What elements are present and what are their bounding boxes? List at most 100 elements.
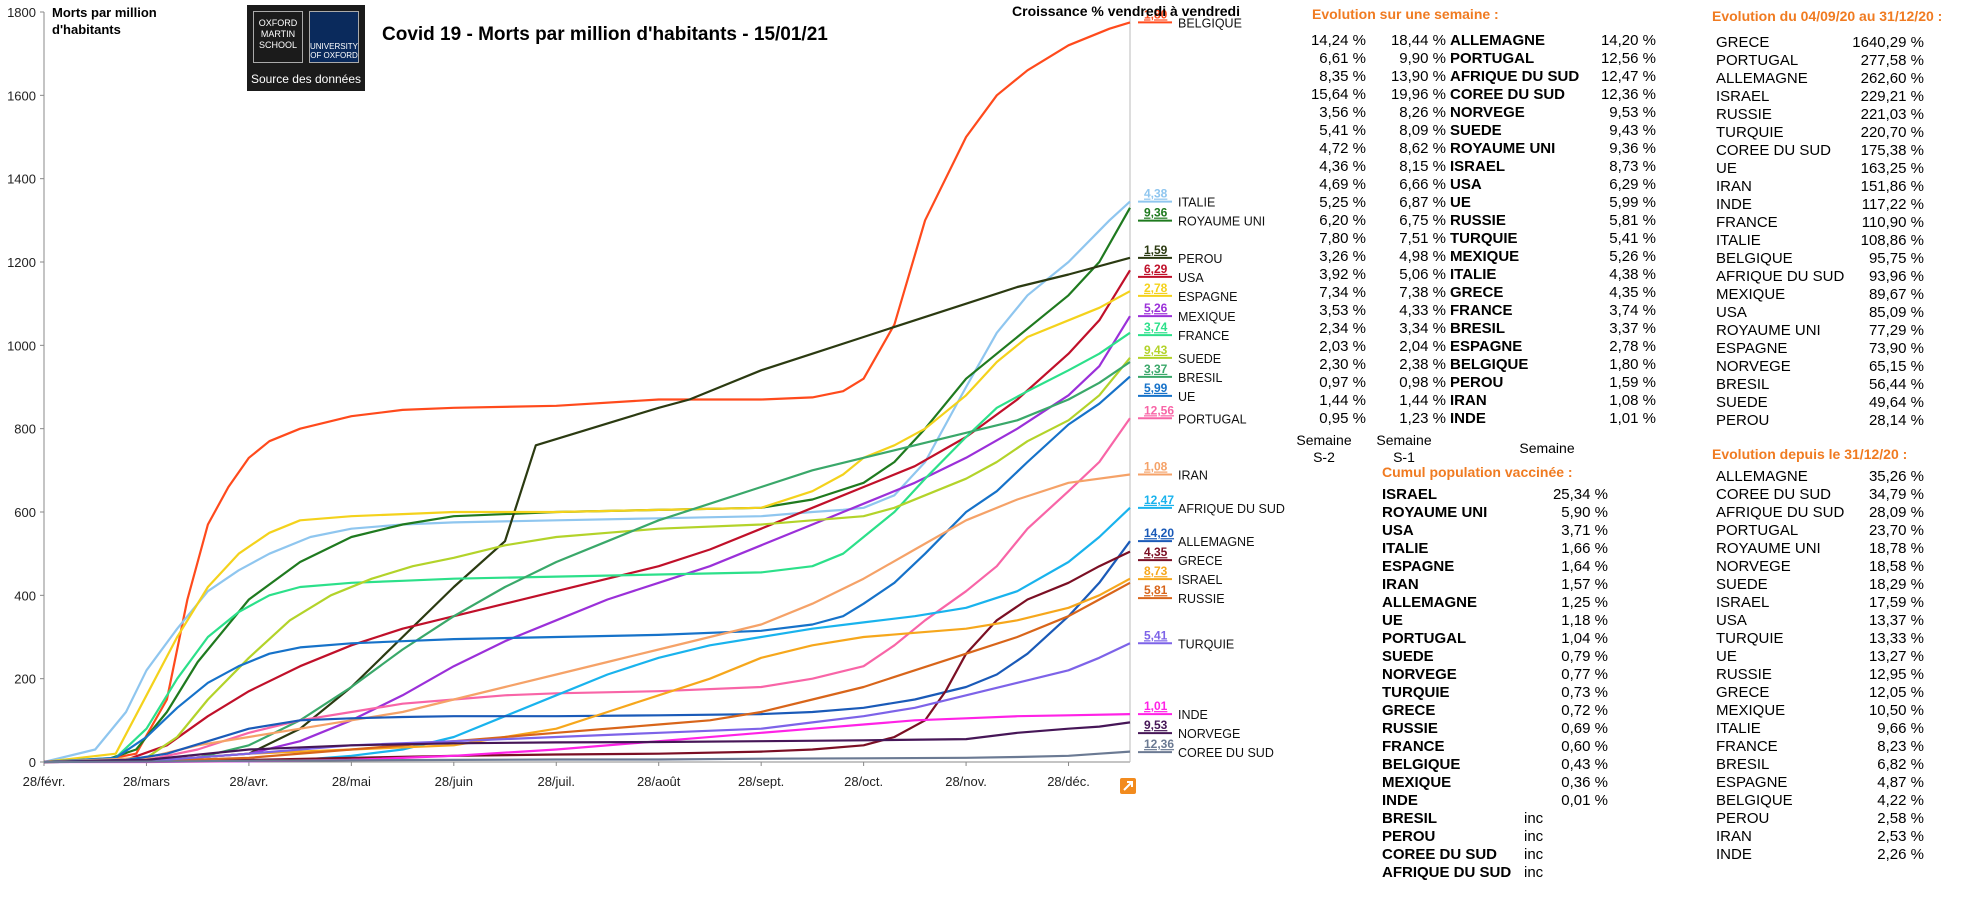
week-s2-value: 2,30 %: [1319, 356, 1366, 373]
week-country: ESPAGNE: [1450, 338, 1523, 355]
evo-period-country: RUSSIE: [1716, 106, 1772, 123]
evo-period-country: USA: [1716, 304, 1747, 321]
evo-period-country: ESPAGNE: [1716, 340, 1788, 357]
vaccine-country: ALLEMAGNE: [1382, 594, 1477, 611]
series-name: TURQUIE: [1178, 637, 1234, 651]
series-end-label-russie: 5,81 RUSSIE: [1138, 583, 1225, 606]
table-row: USA 13,37 %: [1716, 612, 1930, 630]
week-country: ITALIE: [1450, 266, 1497, 283]
table-row: ISRAEL 17,59 %: [1716, 594, 1930, 612]
evo-since-value: 2,58 %: [1877, 810, 1924, 827]
series-name: ROYAUME UNI: [1178, 215, 1265, 229]
vaccine-country: IRAN: [1382, 576, 1419, 593]
table-row: 4,69 % 6,66 % USA 6,29 %: [1300, 176, 1660, 194]
evo-since-country: SUEDE: [1716, 576, 1768, 593]
series-end-label-bresil: 3,37 BRESIL: [1138, 362, 1223, 385]
table-row: TURQUIE 0,73 %: [1382, 684, 1612, 702]
series-end-label-inde: 1,01 INDE: [1138, 699, 1208, 722]
evo-since-country: ITALIE: [1716, 720, 1761, 737]
series-growth-value: 12,36: [1144, 737, 1174, 751]
evo-since-value: 4,22 %: [1877, 792, 1924, 809]
table-row: 0,95 % 1,23 % INDE 1,01 %: [1300, 410, 1660, 428]
week-s2-value: 2,03 %: [1319, 338, 1366, 355]
y-tick-label: 1800: [7, 5, 36, 20]
table-row: PEROU inc: [1382, 828, 1612, 846]
week-s1-value: 2,04 %: [1399, 338, 1446, 355]
evo-since-value: 13,33 %: [1868, 630, 1924, 647]
table-row: UE 1,18 %: [1382, 612, 1612, 630]
export-icon[interactable]: [1120, 778, 1136, 794]
vaccine-country: AFRIQUE DU SUD: [1382, 864, 1512, 881]
series-line-france: [43, 331, 1131, 764]
week-s2-value: 4,69 %: [1319, 176, 1366, 193]
chart-title: Covid 19 - Morts par million d'habitants…: [382, 24, 828, 45]
week-s0-value: 5,41 %: [1609, 230, 1656, 247]
table-row: AFRIQUE DU SUD 93,96 %: [1716, 268, 1930, 286]
vaccine-table: ISRAEL 25,34 % ROYAUME UNI 5,90 % USA 3,71 % I…: [1382, 486, 1612, 882]
table-row: BRESIL 56,44 %: [1716, 376, 1930, 394]
evo-since-value: 35,26 %: [1868, 468, 1924, 485]
table-row: COREE DU SUD 34,79 %: [1716, 486, 1930, 504]
week-s1-value: 13,90 %: [1390, 68, 1446, 85]
week-s0-header: Semaine: [1519, 440, 1575, 456]
evo-since-value: 12,05 %: [1868, 684, 1924, 701]
vaccine-value: 0,60 %: [1561, 738, 1608, 755]
table-row: BELGIQUE 0,43 %: [1382, 756, 1612, 774]
vaccine-value: 1,57 %: [1561, 576, 1608, 593]
week-s1-value: 18,44 %: [1390, 32, 1446, 49]
evo-period-country: IRAN: [1716, 178, 1752, 195]
series-end-label-israel: 8,73 ISRAEL: [1138, 564, 1223, 587]
weekly-title: Evolution sur une semaine :: [1312, 6, 1499, 22]
series-end-label-perou: 1,59 PEROU: [1138, 243, 1222, 266]
table-row: 3,56 % 8,26 % NORVEGE 9,53 %: [1300, 104, 1660, 122]
week-s0-value: 12,47 %: [1600, 68, 1656, 85]
evo-period-country: ALLEMAGNE: [1716, 70, 1808, 87]
week-s0-value: 4,35 %: [1609, 284, 1656, 301]
series-growth-value: 1,80: [1144, 7, 1168, 21]
week-s1-value: 8,62 %: [1399, 140, 1446, 157]
evo-since-country: ROYAUME UNI: [1716, 540, 1821, 557]
vaccine-country: BRESIL: [1382, 810, 1438, 827]
week-s2-value: 3,56 %: [1319, 104, 1366, 121]
evo-since-value: 2,26 %: [1877, 846, 1924, 863]
table-row: ISRAEL 25,34 %: [1382, 486, 1612, 504]
table-row: ITALIE 1,66 %: [1382, 540, 1612, 558]
series-growth-value: 9,36: [1144, 206, 1168, 220]
evo-since-country: GRECE: [1716, 684, 1770, 701]
series-end-label-ue: 5,99 UE: [1138, 381, 1195, 404]
table-row: ESPAGNE 1,64 %: [1382, 558, 1612, 576]
week-s1-value: 6,66 %: [1399, 176, 1446, 193]
table-row: INDE 117,22 %: [1716, 196, 1930, 214]
series-growth-value: 5,41: [1144, 628, 1168, 642]
table-row: MEXIQUE 89,67 %: [1716, 286, 1930, 304]
table-row: 14,24 % 18,44 % ALLEMAGNE 14,20 %: [1300, 32, 1660, 50]
evo-period-value: 77,29 %: [1868, 322, 1924, 339]
evo-period-value: 163,25 %: [1860, 160, 1924, 177]
week-country: BRESIL: [1450, 320, 1506, 337]
week-s2-value: 5,41 %: [1319, 122, 1366, 139]
series-name: NORVEGE: [1178, 727, 1240, 741]
data-source-logo[interactable]: OXFORD MARTIN SCHOOL UNIVERSITY OF OXFOR…: [247, 5, 365, 91]
week-s0-value: 2,78 %: [1609, 338, 1656, 355]
table-row: PORTUGAL 277,58 %: [1716, 52, 1930, 70]
week-country: ISRAEL: [1450, 158, 1506, 175]
vaccine-value: 0,79 %: [1561, 648, 1608, 665]
chart-series-labels: 1,80 BELGIQUE 4,38 ITALIE 9,36 ROYAUME UNI 1,5…: [1138, 7, 1285, 760]
covid-line-chart: 0 200 400 600 800 1000 1200 1400 1600 1800 28/févr…: [7, 3, 1285, 794]
week-s0-value: 1,08 %: [1609, 392, 1656, 409]
evo-since-country: FRANCE: [1716, 738, 1778, 755]
series-end-label-royaume-uni: 9,36 ROYAUME UNI: [1138, 206, 1265, 229]
table-row: GRECE 12,05 %: [1716, 684, 1930, 702]
table-row: MEXIQUE 0,36 %: [1382, 774, 1612, 792]
series-end-label-suede: 9,43 SUEDE: [1138, 343, 1221, 366]
series-name: INDE: [1178, 708, 1208, 722]
table-row: IRAN 1,57 %: [1382, 576, 1612, 594]
evo-period-value: 89,67 %: [1868, 286, 1924, 303]
week-s1-value: 1,44 %: [1399, 392, 1446, 409]
x-tick-label: 28/mars: [123, 774, 170, 789]
vaccine-value: 0,43 %: [1561, 756, 1608, 773]
x-tick-label: 28/avr.: [229, 774, 268, 789]
vaccine-value: 3,71 %: [1561, 522, 1608, 539]
evo-period-country: BRESIL: [1716, 376, 1770, 393]
evo-since-value: 18,29 %: [1868, 576, 1924, 593]
